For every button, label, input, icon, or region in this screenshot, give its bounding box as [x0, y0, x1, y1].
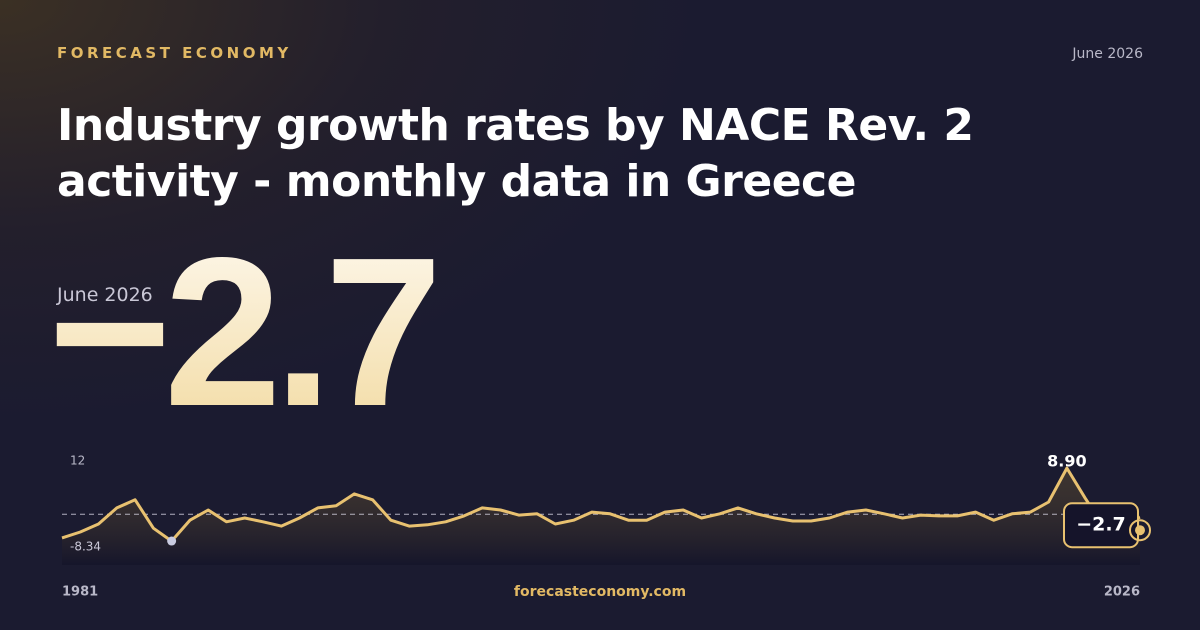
- x-tick-label: 1981: [62, 585, 98, 600]
- latest-value: −2.7: [48, 213, 443, 450]
- line: [61, 466, 1141, 543]
- y-tick-label: 12: [70, 454, 85, 468]
- min-label: -8.34: [70, 540, 101, 554]
- latest-badge: [1063, 502, 1139, 549]
- brand: FORECAST ECONOMY: [57, 44, 292, 62]
- max-label: 8.90: [1047, 452, 1086, 471]
- source: forecasteconomy.com: [514, 584, 686, 600]
- latest-label: June 2026: [57, 284, 153, 306]
- date: June 2026: [1072, 46, 1143, 62]
- min-dot: [167, 536, 177, 546]
- title: Industry growth rates by NACE Rev. 2 act…: [57, 100, 974, 207]
- x-tick-label: 2026: [1104, 585, 1140, 600]
- latest-badge-label: −2.7: [1076, 514, 1126, 536]
- latest-ring: [1129, 519, 1151, 542]
- latest-dot: [1135, 525, 1145, 536]
- area: [62, 468, 1140, 565]
